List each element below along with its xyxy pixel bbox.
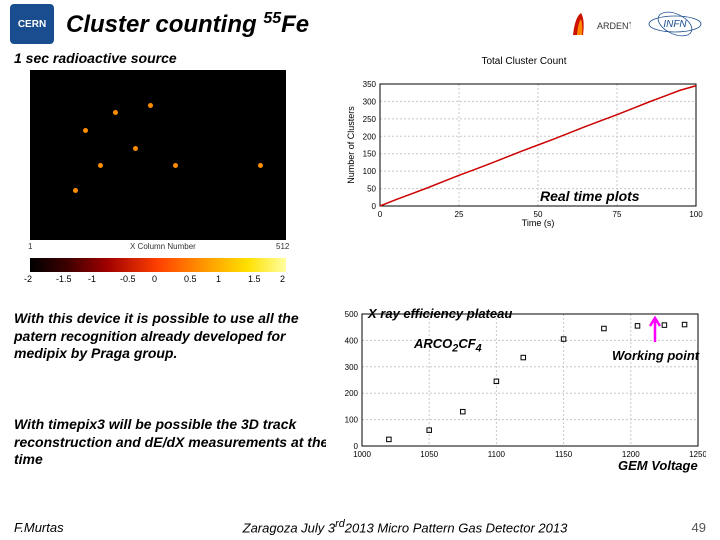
colorbar-tick: -0.5 xyxy=(120,274,136,284)
svg-text:100: 100 xyxy=(689,210,703,219)
arco-text: ARCO xyxy=(414,336,452,351)
title-text-post: Fe xyxy=(281,11,309,38)
svg-text:0: 0 xyxy=(378,210,383,219)
svg-text:100: 100 xyxy=(345,416,359,425)
colorbar-tick: 0.5 xyxy=(184,274,197,284)
footer-conference: Zaragoza July 3rd2013 Micro Pattern Gas … xyxy=(144,518,666,535)
svg-text:75: 75 xyxy=(613,210,622,219)
detector-image xyxy=(30,70,286,240)
label-source: 1 sec radioactive source xyxy=(14,50,177,66)
cluster-dot xyxy=(258,163,263,168)
colorbar-tick: -1 xyxy=(88,274,96,284)
cluster-dot xyxy=(173,163,178,168)
slide-footer: F.Murtas Zaragoza July 3rd2013 Micro Pat… xyxy=(0,514,720,540)
cluster-dot xyxy=(83,128,88,133)
svg-text:250: 250 xyxy=(363,115,377,124)
infn-logo: INFN xyxy=(640,7,710,41)
footer-page-number: 49 xyxy=(666,520,706,535)
colorbar-tick: -1.5 xyxy=(56,274,72,284)
conf-pre: Zaragoza July 3 xyxy=(243,521,336,536)
plateau-chart: 1000105011001150120012500100200300400500 xyxy=(326,300,706,468)
conf-post: 2013 Micro Pattern Gas Detector 2013 xyxy=(345,521,568,536)
cluster-dot xyxy=(148,103,153,108)
svg-text:150: 150 xyxy=(363,150,377,159)
chart1-title: Total Cluster Count xyxy=(344,56,704,67)
title-superscript: 55 xyxy=(263,10,281,27)
colorbar-tick: 1 xyxy=(216,274,221,284)
svg-text:1150: 1150 xyxy=(555,450,573,459)
colorbar-tick: 1.5 xyxy=(248,274,261,284)
title-text-pre: Cluster counting xyxy=(66,11,263,38)
cluster-count-chart: Total Cluster Count 02550751000501001502… xyxy=(344,70,704,228)
svg-text:300: 300 xyxy=(363,97,377,106)
cern-logo: CERN xyxy=(10,4,54,44)
footer-author: F.Murtas xyxy=(14,520,144,535)
svg-text:200: 200 xyxy=(345,389,359,398)
label-gas-mix: ARCO2CF4 xyxy=(414,336,482,355)
label-realtime: Real time plots xyxy=(540,188,640,204)
cluster-dot xyxy=(98,163,103,168)
svg-text:1000: 1000 xyxy=(353,450,371,459)
label-working-point: Working point xyxy=(612,348,699,363)
slide-header: CERN Cluster counting 55Fe ARDENT INFN xyxy=(0,0,720,48)
svg-text:1050: 1050 xyxy=(420,450,438,459)
paragraph-1: With this device it is possible to use a… xyxy=(14,310,304,363)
det-xtick-right: 512 xyxy=(276,242,289,251)
cluster-dot xyxy=(133,146,138,151)
arco-cf: CF xyxy=(458,336,475,351)
colorbar-tick: -2 xyxy=(24,274,32,284)
svg-text:Number of Clusters: Number of Clusters xyxy=(346,106,356,184)
cluster-dot xyxy=(73,188,78,193)
slide-content: 1 sec radioactive source 1 X Column Numb… xyxy=(0,48,720,500)
svg-text:300: 300 xyxy=(345,363,359,372)
detector-colorbar xyxy=(30,258,286,272)
label-xray-plateau: X ray efficiency plateau xyxy=(368,306,512,321)
colorbar-tick: 0 xyxy=(152,274,157,284)
svg-text:400: 400 xyxy=(345,336,359,345)
svg-text:100: 100 xyxy=(363,167,377,176)
colorbar-tick: 2 xyxy=(280,274,285,284)
conf-sup: rd xyxy=(335,518,345,530)
ardent-logo: ARDENT xyxy=(562,7,632,41)
cluster-dot xyxy=(113,110,118,115)
svg-text:0: 0 xyxy=(372,202,377,211)
svg-text:350: 350 xyxy=(363,80,377,89)
det-xtick-left: 1 xyxy=(28,242,32,251)
label-gem-voltage: GEM Voltage xyxy=(618,458,698,473)
svg-text:500: 500 xyxy=(345,310,359,319)
svg-text:50: 50 xyxy=(367,185,376,194)
slide-title: Cluster counting 55Fe xyxy=(66,10,562,39)
paragraph-2: With timepix3 will be possible the 3D tr… xyxy=(14,416,374,469)
svg-text:Time (s): Time (s) xyxy=(522,218,555,228)
svg-text:ARDENT: ARDENT xyxy=(597,21,631,31)
svg-text:1100: 1100 xyxy=(488,450,506,459)
svg-text:200: 200 xyxy=(363,132,377,141)
det-xlabel: X Column Number xyxy=(130,242,196,251)
svg-text:INFN: INFN xyxy=(663,19,687,30)
arco-sub2: 4 xyxy=(476,343,482,355)
svg-text:25: 25 xyxy=(455,210,464,219)
svg-text:0: 0 xyxy=(354,442,359,451)
